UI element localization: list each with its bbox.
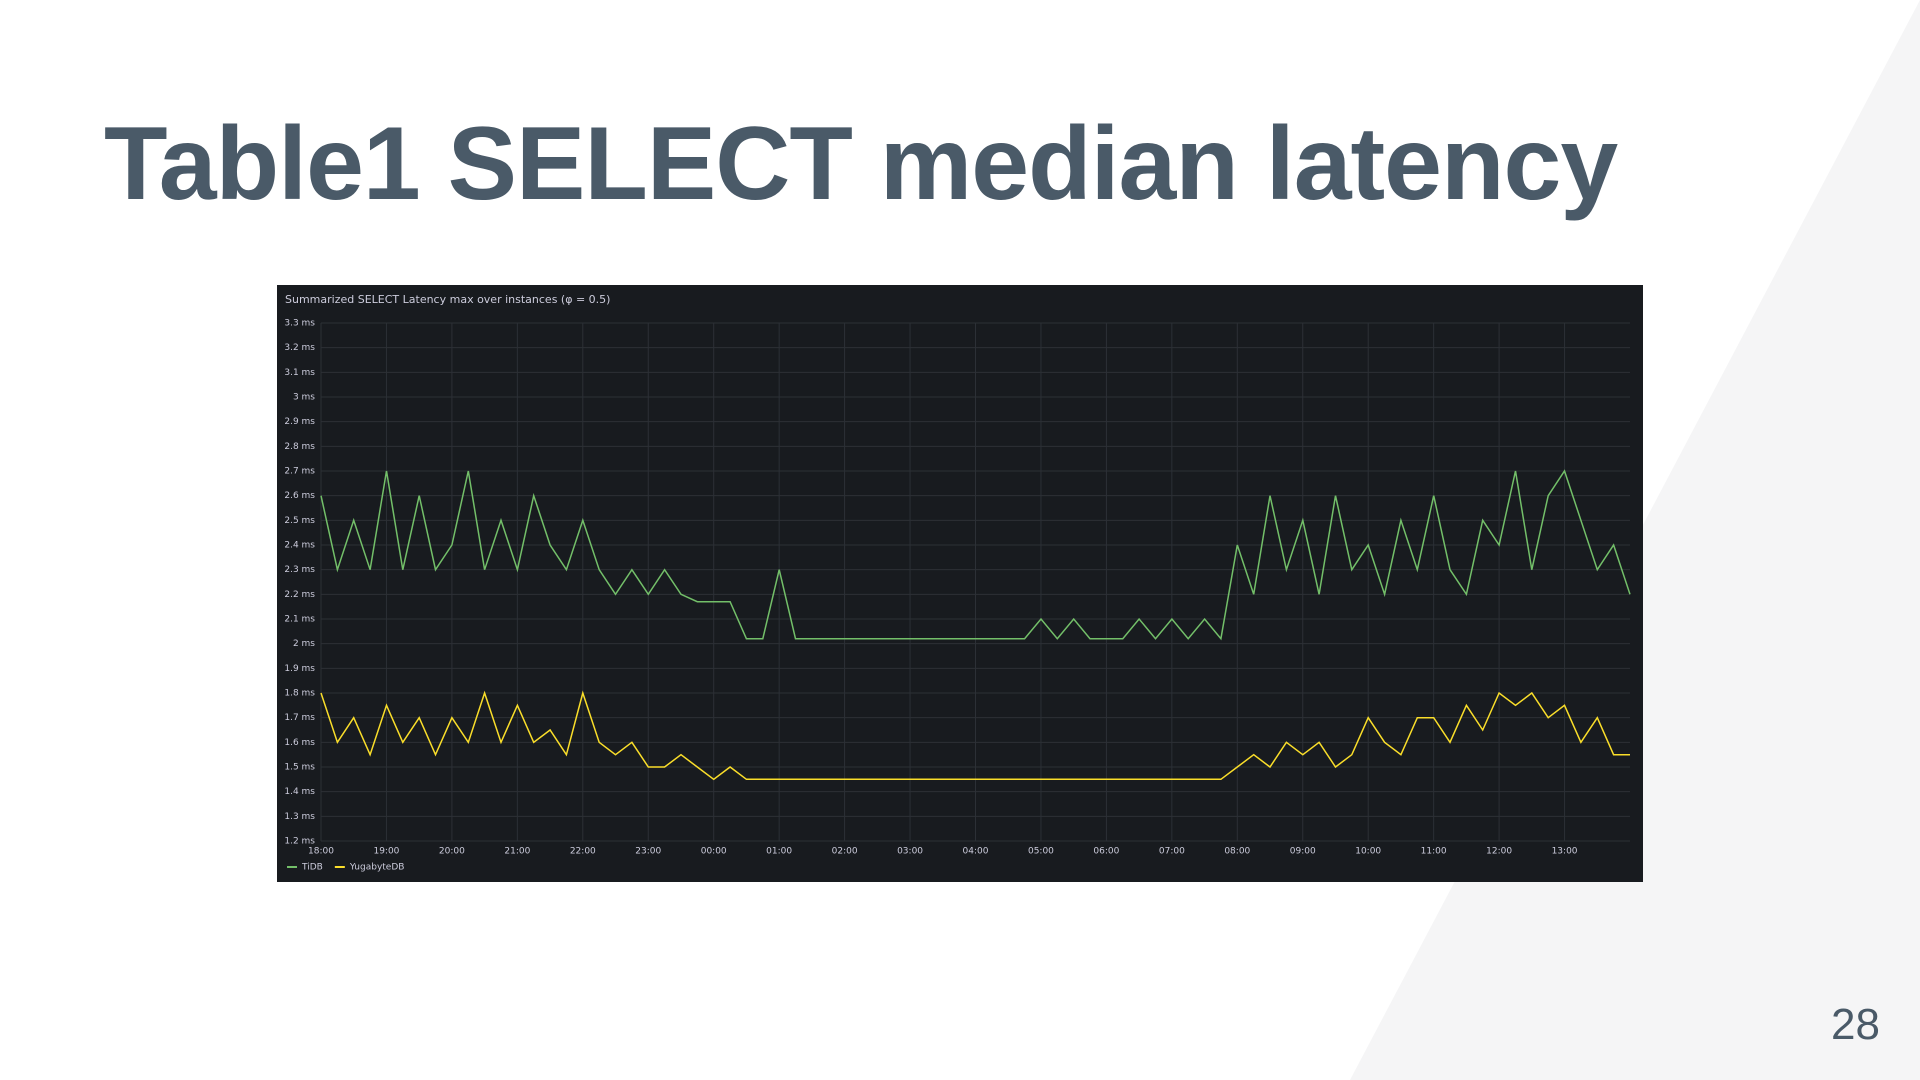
x-tick-label: 20:00 [439, 847, 465, 857]
y-tick-label: 2.5 ms [284, 516, 315, 526]
y-tick-label: 1.7 ms [284, 713, 315, 723]
y-tick-label: 1.6 ms [284, 738, 315, 748]
legend-label: YugabyteDB [349, 863, 405, 873]
series-line [320, 469, 1631, 641]
x-tick-label: 19:00 [373, 847, 399, 857]
y-tick-label: 2.4 ms [284, 541, 315, 551]
y-tick-label: 1.8 ms [284, 689, 315, 699]
legend-label: TiDB [301, 863, 323, 873]
page-number: 28 [1831, 1000, 1880, 1049]
x-tick-label: 05:00 [1028, 847, 1054, 857]
y-tick-label: 2.8 ms [284, 442, 315, 452]
series-line [320, 690, 1630, 781]
x-tick-label: 06:00 [1093, 847, 1119, 857]
y-tick-label: 3.1 ms [284, 368, 315, 378]
x-tick-label: 11:00 [1421, 847, 1447, 857]
x-tick-label: 21:00 [504, 847, 530, 857]
y-tick-label: 2 ms [293, 639, 315, 649]
x-tick-label: 03:00 [897, 847, 923, 857]
x-tick-label: 18:00 [308, 847, 334, 857]
x-tick-label: 23:00 [635, 847, 661, 857]
x-tick-label: 13:00 [1552, 847, 1578, 857]
x-tick-label: 10:00 [1355, 847, 1381, 857]
x-tick-label: 02:00 [832, 847, 858, 857]
y-tick-label: 1.2 ms [284, 837, 315, 847]
x-tick-label: 01:00 [766, 847, 792, 857]
x-tick-label: 07:00 [1159, 847, 1185, 857]
x-tick-label: 22:00 [570, 847, 596, 857]
chart-panel [277, 285, 1643, 882]
x-tick-label: 08:00 [1224, 847, 1250, 857]
y-tick-label: 3.3 ms [284, 319, 315, 329]
y-tick-label: 2.7 ms [284, 467, 315, 477]
y-tick-label: 2.3 ms [284, 565, 315, 575]
y-tick-label: 2.9 ms [284, 417, 315, 427]
y-tick-label: 2.6 ms [284, 491, 315, 501]
slide-title: Table1 SELECT median latency [104, 106, 1618, 222]
y-tick-label: 3 ms [293, 393, 315, 403]
y-tick-label: 1.3 ms [284, 812, 315, 822]
x-tick-label: 12:00 [1486, 847, 1512, 857]
x-tick-label: 00:00 [701, 847, 727, 857]
x-tick-label: 09:00 [1290, 847, 1316, 857]
y-tick-label: 1.5 ms [284, 763, 315, 773]
y-tick-label: 1.4 ms [284, 787, 315, 797]
chart-title: Summarized SELECT Latency max over insta… [285, 293, 610, 306]
y-tick-label: 1.9 ms [284, 664, 315, 674]
chart: Summarized SELECT Latency max over insta… [277, 285, 1643, 882]
y-tick-label: 2.1 ms [284, 615, 315, 625]
y-tick-label: 2.2 ms [284, 590, 315, 600]
x-tick-label: 04:00 [963, 847, 989, 857]
y-tick-label: 3.2 ms [284, 343, 315, 353]
